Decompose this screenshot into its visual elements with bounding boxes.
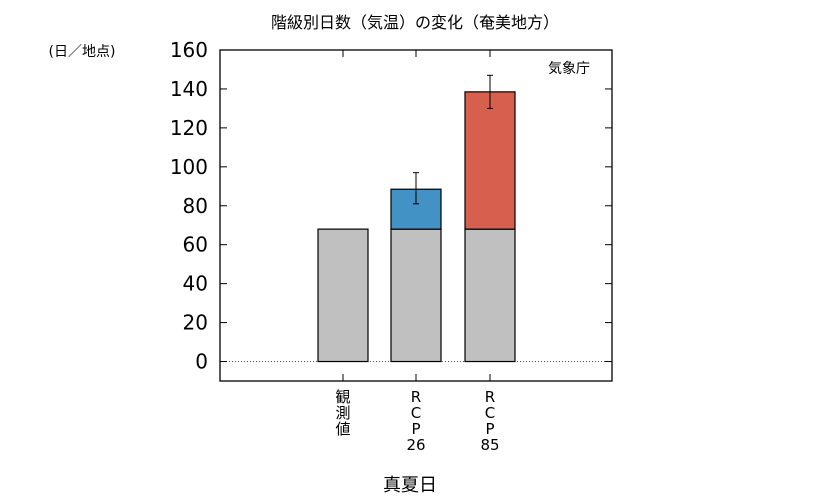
y-tick-label: 140 bbox=[170, 77, 208, 101]
y-tick-label: 60 bbox=[183, 233, 208, 257]
y-tick-label: 40 bbox=[183, 272, 208, 296]
y-tick-label: 160 bbox=[170, 38, 208, 62]
x-tick-label-1-3: 値 bbox=[335, 420, 350, 438]
x-tick-label-2-2: C bbox=[411, 404, 421, 422]
y-tick-label: 20 bbox=[183, 311, 208, 335]
bar-base-2 bbox=[390, 228, 442, 363]
x-axis-label: 真夏日 bbox=[383, 475, 437, 496]
bar-base-1 bbox=[317, 228, 369, 363]
y-tick-label: 100 bbox=[170, 155, 208, 179]
x-tick-label-1-2: 測 bbox=[335, 404, 350, 422]
chart-title: 階級別日数（気温）の変化（奄美地方） bbox=[271, 13, 559, 32]
source-label: 気象庁 bbox=[548, 61, 590, 77]
x-tick-label-3-2: C bbox=[485, 404, 495, 422]
y-axis-label: (日／地点) bbox=[49, 44, 116, 60]
x-tick-label-3-1: R bbox=[485, 388, 495, 406]
x-tick-label-2-4: 26 bbox=[406, 436, 425, 454]
y-tick-label: 0 bbox=[195, 350, 208, 374]
x-tick-label-2-1: R bbox=[411, 388, 421, 406]
x-tick-label-1-1: 観 bbox=[335, 388, 350, 406]
bar-increase-3 bbox=[464, 91, 516, 230]
x-tick-label-3-4: 85 bbox=[480, 436, 499, 454]
bar-base-3 bbox=[464, 228, 516, 363]
y-tick-label: 80 bbox=[183, 194, 208, 218]
x-tick-label-3-3: P bbox=[485, 420, 494, 438]
x-tick-label-2-3: P bbox=[411, 420, 420, 438]
y-tick-label: 120 bbox=[170, 116, 208, 140]
